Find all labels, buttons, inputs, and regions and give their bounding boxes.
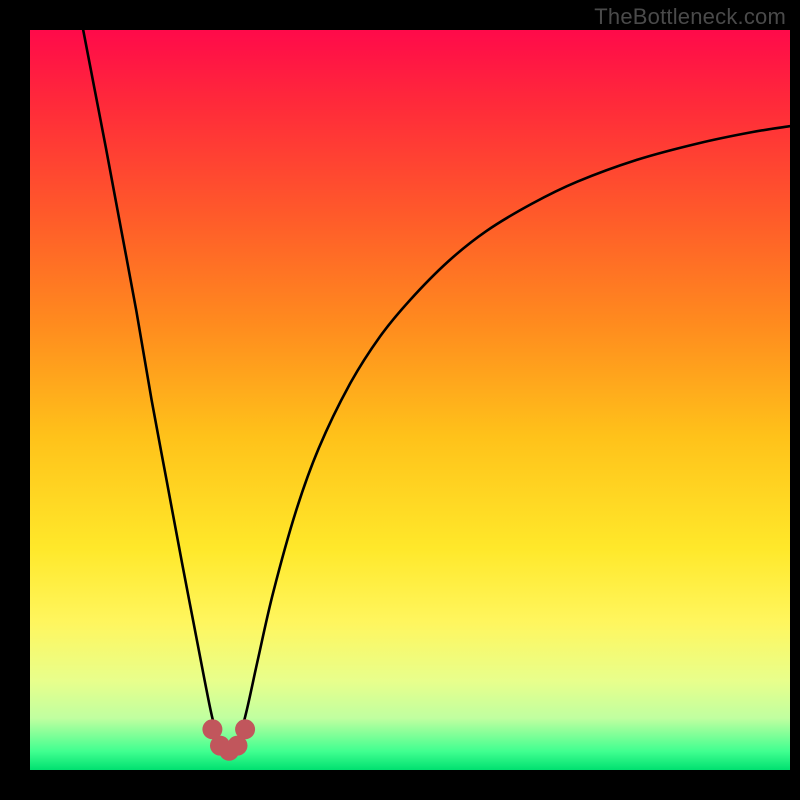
watermark-text: TheBottleneck.com bbox=[594, 4, 786, 30]
gradient-background bbox=[30, 30, 790, 770]
chart-container: TheBottleneck.com bbox=[0, 0, 800, 800]
bottleneck-curve-plot bbox=[0, 0, 800, 800]
bottom-marker bbox=[235, 719, 255, 739]
